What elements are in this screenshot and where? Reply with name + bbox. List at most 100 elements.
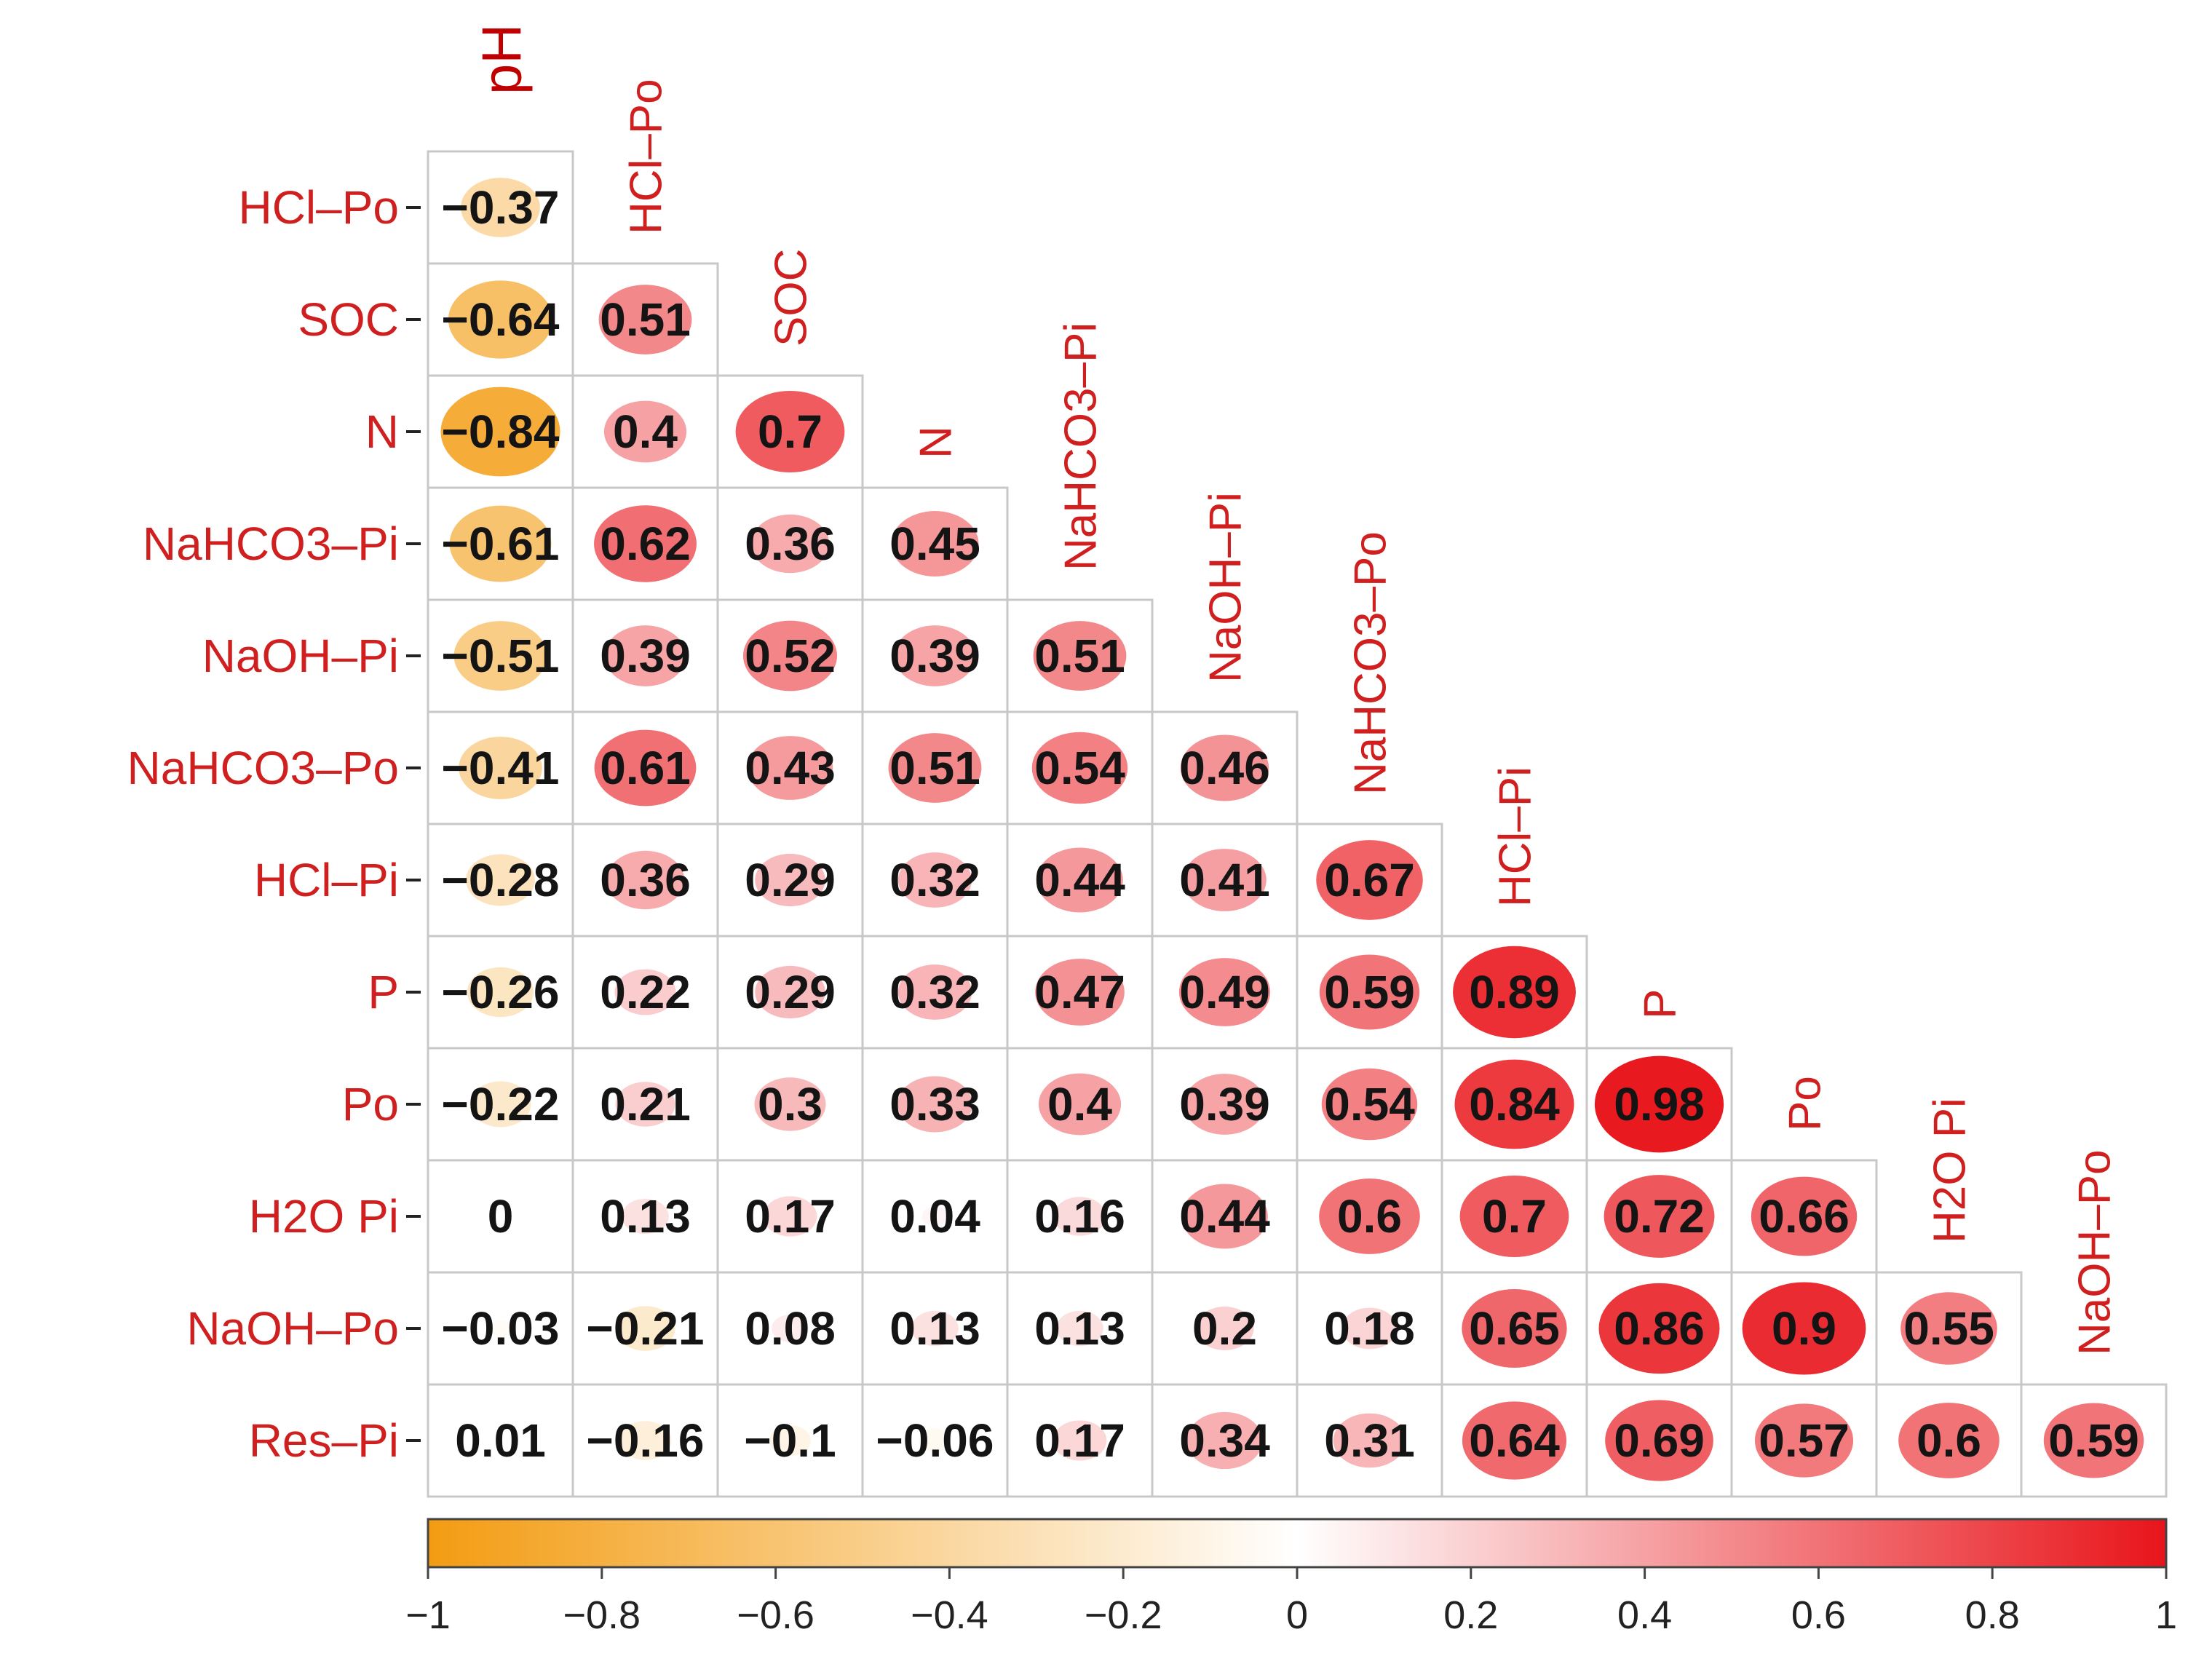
cell-hcl-pi-nahco3-pi-value: 0.44 xyxy=(1034,854,1125,906)
colorbar-tick-label-7: 0.4 xyxy=(1617,1593,1672,1637)
cell-h2o-pi-hcl-pi-value: 0.7 xyxy=(1482,1190,1547,1243)
colorbar-tick-label-10: 1 xyxy=(2155,1593,2177,1637)
cell-hcl-pi-naoh-pi-value: 0.41 xyxy=(1179,854,1270,906)
cell-hcl-po-ph-value: −0.37 xyxy=(442,181,560,234)
cell-nahco3-pi-hcl-po-value: 0.62 xyxy=(600,518,691,570)
cell-po-n-ellipse xyxy=(897,1076,972,1133)
row-label-n: N xyxy=(365,405,399,458)
cell-h2o-pi-hcl-po-ellipse xyxy=(622,1198,669,1235)
cell-res-pi-h2o-pi-ellipse xyxy=(1898,1403,1999,1478)
column-label-naoh-po: NaOH–Po xyxy=(2070,1149,2120,1355)
cell-res-pi-po-value: 0.57 xyxy=(1759,1414,1850,1467)
cells-layer: −0.37 −0.64 0.51 −0.84 0.4 0.7 −0.61 0.62 0.36 0.… xyxy=(427,150,2168,1498)
cell-h2o-pi-n-ellipse xyxy=(921,1206,948,1227)
row-labels: HCl–Po SOC N NaHCO3–Pi NaOH–Pi NaHCO3–Po HCl–P… xyxy=(127,181,421,1467)
cell-naoh-po-p-ellipse xyxy=(1598,1283,1720,1374)
cell-h2o-pi-soc-ellipse xyxy=(763,1196,817,1237)
column-labels: pH HCl–Po SOC N NaHCO3–Pi NaOH–Pi NaHCO3–Po HCl… xyxy=(472,24,2120,1355)
cell-nahco3-po-ph-value: −0.41 xyxy=(442,742,560,794)
cell-naoh-po-p-value: 0.86 xyxy=(1614,1302,1705,1355)
cell-res-pi-nahco3-pi-value: 0.17 xyxy=(1034,1414,1125,1467)
colorbar-tick-label-4: −0.2 xyxy=(1085,1593,1162,1637)
cell-nahco3-pi-soc-ellipse xyxy=(750,514,830,574)
cell-naoh-po-n-value: 0.13 xyxy=(889,1302,980,1355)
cell-nahco3-pi-soc-value: 0.36 xyxy=(745,518,836,570)
cell-res-pi-h2o-pi-value: 0.6 xyxy=(1917,1414,1981,1467)
cell-po-hcl-po-ellipse xyxy=(615,1082,675,1127)
cell-p-naoh-pi-value: 0.49 xyxy=(1179,966,1270,1018)
cell-hcl-pi-soc-ellipse xyxy=(755,853,825,907)
colorbar-tick-label-9: 0.8 xyxy=(1965,1593,2020,1637)
cell-p-hcl-po-value: 0.22 xyxy=(600,966,691,1018)
cell-res-pi-naoh-pi-value: 0.34 xyxy=(1179,1414,1270,1467)
cell-h2o-pi-po-ellipse xyxy=(1751,1176,1858,1256)
cell-naoh-po-nahco3-pi-value: 0.13 xyxy=(1034,1302,1125,1355)
cell-po-soc-ellipse xyxy=(754,1077,826,1131)
cell-po-nahco3-po-ellipse xyxy=(1321,1068,1418,1141)
cell-naoh-po-po-ellipse xyxy=(1742,1282,1866,1375)
cell-naoh-po-naoh-pi-ellipse xyxy=(1195,1307,1254,1350)
cell-hcl-pi-n-value: 0.32 xyxy=(889,854,980,906)
cell-h2o-pi-nahco3-pi-ellipse xyxy=(1053,1197,1106,1236)
column-label-h2o-pi: H2O Pi xyxy=(1925,1098,1975,1243)
cell-p-soc-ellipse xyxy=(755,965,825,1019)
cell-hcl-pi-n-ellipse xyxy=(897,852,972,908)
cell-nahco3-po-hcl-po-value: 0.61 xyxy=(600,742,691,794)
cell-nahco3-po-soc-value: 0.43 xyxy=(745,742,836,794)
cell-p-nahco3-po-value: 0.59 xyxy=(1324,966,1415,1018)
cell-naoh-po-h2o-pi-value: 0.55 xyxy=(1903,1302,1994,1355)
cell-hcl-pi-nahco3-pi-ellipse xyxy=(1036,847,1123,913)
cell-res-pi-naoh-pi-ellipse xyxy=(1186,1411,1263,1470)
cell-p-nahco3-po-ellipse xyxy=(1319,954,1420,1030)
cell-h2o-pi-naoh-pi-value: 0.44 xyxy=(1179,1190,1270,1243)
cell-naoh-po-ph-value: −0.03 xyxy=(442,1302,560,1355)
cell-naoh-po-po-value: 0.9 xyxy=(1772,1302,1836,1355)
cell-po-naoh-pi-value: 0.39 xyxy=(1179,1078,1270,1130)
cell-res-pi-ph-ellipse xyxy=(494,1435,507,1446)
column-label-nahco3-pi: NaHCO3–Pi xyxy=(1056,322,1106,571)
cell-nahco3-po-nahco3-pi-value: 0.54 xyxy=(1034,742,1125,794)
column-label-nahco3-po: NaHCO3–Po xyxy=(1346,531,1396,795)
cell-po-naoh-pi-ellipse xyxy=(1184,1074,1266,1135)
row-label-hcl-po: HCl–Po xyxy=(238,181,399,234)
row-label-h2o-pi: H2O Pi xyxy=(249,1190,399,1243)
row-label-nahco3-pi: NaHCO3–Pi xyxy=(143,518,399,570)
cell-h2o-pi-naoh-pi-ellipse xyxy=(1181,1184,1268,1249)
cell-soc-hcl-po-ellipse xyxy=(598,285,692,354)
cell-n-hcl-po-ellipse xyxy=(603,400,687,463)
row-label-naoh-po: NaOH–Po xyxy=(186,1302,399,1355)
cell-res-pi-ph-value: 0.01 xyxy=(455,1414,546,1467)
cell-nahco3-po-naoh-pi-value: 0.46 xyxy=(1179,742,1270,794)
cell-po-ph-value: −0.22 xyxy=(442,1078,560,1130)
cell-res-pi-p-value: 0.69 xyxy=(1614,1414,1705,1467)
cell-res-pi-naoh-po-box xyxy=(2020,1383,2168,1498)
cell-nahco3-po-soc-ellipse xyxy=(747,736,833,800)
cell-res-pi-p-ellipse xyxy=(1605,1400,1713,1481)
cell-naoh-pi-soc-ellipse xyxy=(742,620,838,692)
cell-n-ph-value: −0.84 xyxy=(442,405,560,458)
cell-hcl-pi-ph-ellipse xyxy=(466,854,535,906)
column-label-p: P xyxy=(1636,989,1686,1019)
cell-res-pi-hcl-pi-value: 0.64 xyxy=(1469,1414,1560,1467)
cell-nahco3-pi-n-ellipse xyxy=(891,511,979,576)
cell-res-pi-hcl-po-ellipse xyxy=(619,1421,672,1460)
cell-nahco3-po-n-value: 0.51 xyxy=(889,742,980,794)
colorbar-tick-label-2: −0.6 xyxy=(737,1593,814,1637)
cell-nahco3-pi-n-value: 0.45 xyxy=(889,518,980,570)
cell-res-pi-nahco3-po-ellipse xyxy=(1333,1413,1406,1468)
cell-p-nahco3-pi-value: 0.47 xyxy=(1034,966,1125,1018)
cell-naoh-po-hcl-po-value: −0.21 xyxy=(587,1302,705,1355)
cell-po-nahco3-pi-ellipse xyxy=(1038,1073,1122,1136)
cell-po-hcl-po-value: 0.21 xyxy=(600,1078,691,1130)
column-label-hcl-po: HCl–Po xyxy=(622,79,672,234)
colorbar-tick-label-0: −1 xyxy=(405,1593,451,1637)
colorbar-tick-label-1: −0.8 xyxy=(563,1593,641,1637)
cell-p-hcl-po-ellipse xyxy=(614,969,676,1015)
row-label-nahco3-po: NaHCO3–Po xyxy=(127,742,400,794)
cell-res-pi-naoh-po-ellipse xyxy=(2043,1403,2144,1478)
cell-h2o-pi-nahco3-pi-value: 0.16 xyxy=(1034,1190,1125,1243)
cell-h2o-pi-hcl-po-value: 0.13 xyxy=(600,1190,691,1243)
cell-h2o-pi-nahco3-po-value: 0.6 xyxy=(1337,1190,1402,1243)
cell-nahco3-po-naoh-pi-ellipse xyxy=(1180,734,1269,801)
